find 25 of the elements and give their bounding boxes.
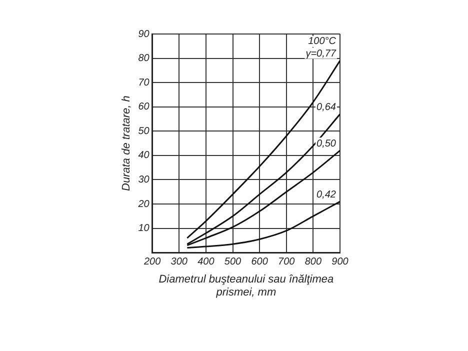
x-tick-label: 900 (332, 256, 349, 268)
line-series (186, 60, 340, 239)
annotation: 100°C (308, 36, 337, 47)
y-tick-label: 70 (138, 77, 150, 88)
y-axis-title: Durata de tratare, h (120, 96, 133, 191)
y-tick-label: 10 (138, 223, 150, 234)
y-tick-label: 30 (138, 174, 150, 186)
x-axis-title: Diametrul buşteanului sau înălţimea prismei, mm (158, 273, 334, 298)
y-tick-label: 60 (138, 102, 150, 113)
x-tick-label: 700 (278, 256, 296, 268)
series-label: γ=0,77 (306, 48, 336, 60)
y-tick-label: 50 (138, 126, 150, 137)
x-tick-label: 400 (198, 256, 215, 268)
y-tick-label: 80 (138, 53, 150, 64)
x-tick-label: 600 (251, 256, 268, 268)
x-tick-label: 500 (224, 256, 242, 268)
y-tick-label: 90 (138, 28, 150, 40)
series-label: 0,64 (316, 102, 336, 113)
series-label: 0,42 (316, 189, 336, 200)
x-tick-label: 300 (170, 256, 188, 268)
series-label: 0,50 (316, 138, 336, 150)
x-tick-label: 200 (142, 256, 162, 268)
y-tick-label: 40 (138, 150, 150, 162)
y-tick-label: 20 (137, 198, 150, 210)
x-tick-label: 800 (304, 256, 322, 268)
